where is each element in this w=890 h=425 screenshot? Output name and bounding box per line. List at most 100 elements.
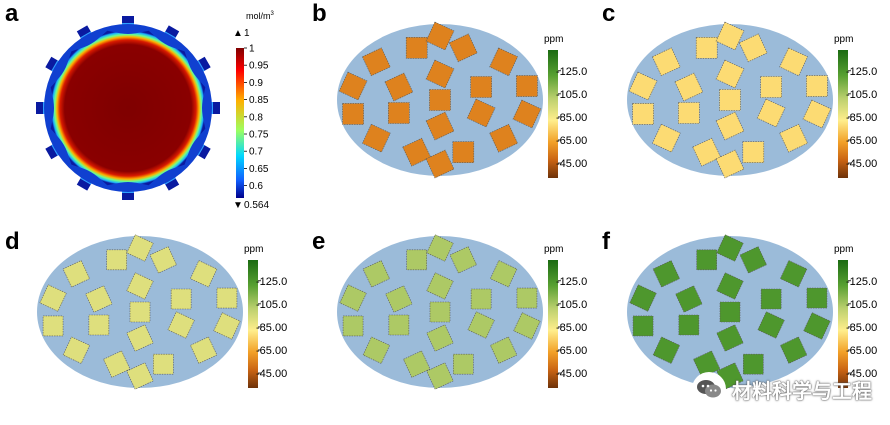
pad-square xyxy=(342,103,364,125)
pad-square xyxy=(452,141,475,163)
watermark: 材料科学与工程 xyxy=(692,372,872,406)
panel-label-f: f xyxy=(602,228,610,255)
ppm-map-c: ppm -125.0 -105.0 -85.00 -65.00 -45.00 xyxy=(627,21,877,179)
pad-square xyxy=(406,249,428,271)
colorbar-a xyxy=(236,48,244,198)
pad-square xyxy=(42,315,64,337)
colorbar-ppm-tick-label: -85.00 xyxy=(846,322,877,334)
ppm-map-e: ppm -125.0 -105.0 -85.00 -65.00 -45.00 xyxy=(337,234,587,390)
pad-square xyxy=(652,336,681,364)
pad-square xyxy=(362,260,391,288)
pad-square xyxy=(678,102,700,124)
colorbar-ppm-tick-label: -65.00 xyxy=(556,345,587,357)
colorbar-ppm-tick-label: -105.0 xyxy=(846,89,877,101)
panel-b: b ppm -125.0 -105.0 -85.00 -65.00 -45.00 xyxy=(300,0,590,210)
pad-square xyxy=(126,234,154,262)
colorbar-ppm xyxy=(548,50,558,178)
colorbar-ppm-tick-label: -65.00 xyxy=(846,345,877,357)
pad-square xyxy=(779,47,808,77)
colorbar-ppm-tick-label: -125.0 xyxy=(256,276,287,288)
pad-square xyxy=(695,37,718,59)
max-marker-icon: ▲ xyxy=(233,28,243,39)
colorbar-ppm-tick-label: -45.00 xyxy=(846,158,877,170)
pad-square xyxy=(426,362,454,390)
colorbar-a-tick-label: 0.7 xyxy=(249,147,263,158)
pad-square xyxy=(126,272,154,300)
pad-square xyxy=(338,71,368,101)
panel-f: f ppm -125.0 -105.0 -85.00 -65.00 -45.00 xyxy=(590,210,890,420)
watermark-text: 材料科学与工程 xyxy=(732,380,872,403)
colorbar-ppm-tick-label: -125.0 xyxy=(556,66,587,78)
panel-e: e ppm -125.0 -105.0 -85.00 -65.00 -45.00 xyxy=(300,210,590,420)
pad-square xyxy=(213,312,241,340)
pad-square xyxy=(696,249,718,271)
pad-square xyxy=(425,21,455,51)
colorbar-a-tick-label: 0.95 xyxy=(249,61,269,72)
pad-square xyxy=(106,249,128,271)
panel-a: a 1 0.95 0. xyxy=(0,0,300,211)
pad-square xyxy=(362,336,391,364)
colorbar-ppm-tick-label: -125.0 xyxy=(556,276,587,288)
panel-label-c: c xyxy=(602,0,616,27)
colorbar-a-tick-label: 0.85 xyxy=(249,95,269,106)
colorbar-ppm-tick-label: -125.0 xyxy=(846,66,877,78)
pad-square xyxy=(715,111,745,141)
ppm-map-b: ppm -125.0 -105.0 -85.00 -65.00 -45.00 xyxy=(337,21,587,179)
pad-square xyxy=(513,312,541,340)
panel-d: d ppm -125.0 -105.0 -85.00 -65.00 -45.00 xyxy=(0,210,300,420)
pad-square xyxy=(426,272,454,300)
colorbar-ppm-unit: ppm xyxy=(244,244,263,255)
colorbar-ppm xyxy=(838,260,848,388)
pad-square xyxy=(756,98,786,128)
colorbar-ppm-unit: ppm xyxy=(834,244,853,255)
panel-label-d: d xyxy=(5,228,20,255)
pad-square xyxy=(757,311,785,339)
pad-square xyxy=(342,315,364,337)
pad-square xyxy=(167,311,195,339)
pad-square xyxy=(802,99,832,129)
colorbar-ppm xyxy=(838,50,848,178)
colorbar-a-tick-label: 0.6 xyxy=(249,181,263,192)
colorbar-ppm-unit: ppm xyxy=(834,34,853,45)
pad-square xyxy=(470,288,492,310)
colorbar-a-tick-label: 0.65 xyxy=(249,164,269,175)
colorbar-ppm-tick-label: -45.00 xyxy=(556,368,587,380)
pad-square xyxy=(742,141,765,163)
ppm-map-d: ppm -125.0 -105.0 -85.00 -65.00 -45.00 xyxy=(37,234,287,390)
pad-square xyxy=(803,312,831,340)
pad-square xyxy=(719,89,741,111)
pad-square xyxy=(152,353,174,375)
pad-square xyxy=(628,71,658,101)
pad-square xyxy=(632,103,654,125)
pad-square xyxy=(170,288,192,310)
pad-square xyxy=(716,272,744,300)
colorbar-ppm-tick-label: -125.0 xyxy=(846,276,877,288)
pad-square xyxy=(652,260,681,288)
colorbar-a-ticks: 1 0.95 0.9 0.85 0.8 0.75 0.7 0.65 0.6 xyxy=(244,44,269,192)
wavy-domain xyxy=(50,30,206,186)
pad-square xyxy=(466,98,496,128)
pad-square xyxy=(126,324,154,352)
pad-square xyxy=(467,311,495,339)
pad-square xyxy=(779,123,808,153)
colorbar-a-tick-label: 0.9 xyxy=(249,78,263,89)
pad-square xyxy=(429,89,451,111)
panel-c: c ppm -125.0 -105.0 -85.00 -65.00 -45.00 xyxy=(590,0,890,210)
pad-square xyxy=(362,123,391,153)
colorbar-a-unit: mol/m3 xyxy=(246,11,275,21)
colorbar-ppm-tick-label: -85.00 xyxy=(556,112,587,124)
colorbar-a-max: 1 xyxy=(244,28,250,39)
colorbar-ppm-tick-label: -85.00 xyxy=(846,112,877,124)
pad-square xyxy=(806,287,828,309)
pad-square xyxy=(429,301,451,323)
pad-square xyxy=(678,314,700,336)
colorbar-a-tick-label: 0.75 xyxy=(249,130,269,141)
pad-square xyxy=(489,336,518,364)
colorbar-ppm xyxy=(548,260,558,388)
colorbar-ppm-tick-label: -85.00 xyxy=(556,322,587,334)
pad-square xyxy=(402,137,432,167)
colorbar-ppm-tick-label: -65.00 xyxy=(256,345,287,357)
pad-square xyxy=(129,301,151,323)
pad-square xyxy=(88,314,110,336)
colorbar-ppm-tick-label: -105.0 xyxy=(256,299,287,311)
